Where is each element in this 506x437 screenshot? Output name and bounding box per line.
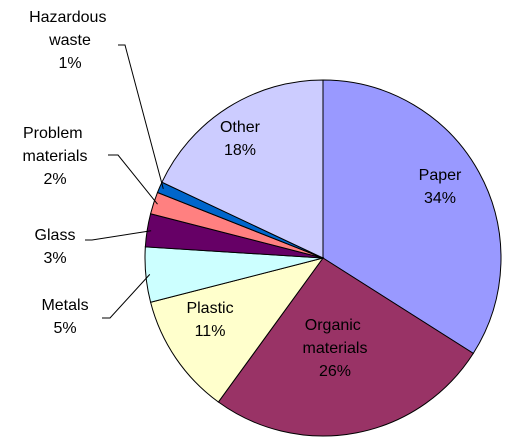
label-line: Glass [35,227,76,244]
pie-slice [149,257,325,403]
slice-value-label: 2% [43,171,66,188]
leader-line [85,230,152,241]
label-line: waste [48,32,91,49]
slice-label: Paper [419,167,462,184]
slice-label: Other [220,119,261,136]
slice-value-label: 11% [195,323,226,340]
label-line: Hazardous [29,9,111,26]
slice-value-label: 18% [224,142,256,159]
slice-label: Metals [41,297,88,314]
slice-value-label: 26% [319,363,351,380]
label-line: materials [303,340,368,357]
label-line: Other [220,119,261,136]
slice-label: Hazardous waste [29,9,111,49]
slice-label: Plastic [186,300,233,317]
label-line: Plastic [186,300,233,317]
label-line: Problem [23,125,87,142]
label-line: Organic [305,317,365,334]
leader-line [102,274,151,319]
pie-slice [217,257,474,437]
leader-line [108,154,158,205]
slice-label: Glass [35,227,76,244]
label-line: materials [23,148,88,165]
slice-label: Organic materials [303,317,368,357]
slice-value-label: 3% [43,250,66,267]
slice-label: Problem materials [23,125,88,165]
leader-line [118,44,164,190]
label-line: Metals [41,297,88,314]
pie-slice [322,79,502,355]
slice-value-label: 5% [53,320,76,337]
label-line: Paper [419,167,462,184]
pie-slice [161,79,324,259]
slice-value-label: 1% [58,55,81,72]
slice-value-label: 34% [424,190,456,207]
